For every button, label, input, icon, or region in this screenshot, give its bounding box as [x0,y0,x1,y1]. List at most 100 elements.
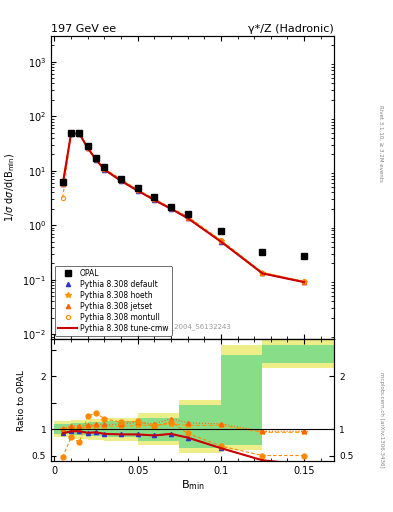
Bar [88,422,105,436]
Pythia 8.308 default [85,145,90,151]
Pythia 8.308 montull [302,279,307,285]
Pythia 8.308 montull [152,196,157,202]
Pythia 8.308 jetset [185,215,190,221]
Pythia 8.308 default [219,239,223,245]
Bar [221,345,263,450]
OPAL [77,130,82,136]
Pythia 8.308 hoeth [69,131,73,137]
Pythia 8.308 tune-cmw [219,239,223,245]
Pythia 8.308 jetset [302,279,307,285]
Bar [179,400,221,453]
Pythia 8.308 tune-cmw [102,166,107,173]
Y-axis label: 1/$\sigma$ d$\sigma$/d(B$_\mathrm{min}$): 1/$\sigma$ d$\sigma$/d(B$_\mathrm{min}$) [3,153,17,222]
OPAL [185,211,190,217]
Pythia 8.308 jetset [260,269,265,275]
Bar [221,355,263,445]
Pythia 8.308 tune-cmw [61,181,65,187]
Pythia 8.308 hoeth [102,166,107,172]
Pythia 8.308 hoeth [61,181,65,187]
OPAL [69,130,73,136]
X-axis label: B$_\mathrm{min}$: B$_\mathrm{min}$ [181,478,204,492]
Bar [138,417,179,441]
Line: OPAL: OPAL [60,130,307,259]
Pythia 8.308 jetset [77,131,82,137]
Pythia 8.308 default [77,131,82,137]
Pythia 8.308 montull [102,165,107,172]
Pythia 8.308 default [69,131,73,137]
Pythia 8.308 default [260,270,265,276]
OPAL [61,179,65,185]
Line: Pythia 8.308 tune-cmw: Pythia 8.308 tune-cmw [63,134,304,282]
Bar [179,406,221,447]
Pythia 8.308 montull [119,176,123,182]
Line: Pythia 8.308 hoeth: Pythia 8.308 hoeth [60,131,307,284]
Pythia 8.308 montull [169,205,173,211]
OPAL [219,228,223,234]
Pythia 8.308 jetset [135,187,140,193]
Pythia 8.308 hoeth [260,269,265,275]
Pythia 8.308 hoeth [135,187,140,193]
OPAL [260,249,265,255]
OPAL [94,155,98,161]
Pythia 8.308 tune-cmw [94,157,98,163]
Pythia 8.308 default [135,187,140,194]
Pythia 8.308 montull [219,237,223,243]
OPAL [85,143,90,150]
Pythia 8.308 jetset [152,196,157,202]
Pythia 8.308 default [119,178,123,184]
Line: Pythia 8.308 jetset: Pythia 8.308 jetset [61,131,306,284]
Bar [71,423,88,436]
Y-axis label: Ratio to OPAL: Ratio to OPAL [17,370,26,431]
Pythia 8.308 jetset [119,177,123,183]
Pythia 8.308 montull [94,156,98,162]
Pythia 8.308 hoeth [77,131,82,137]
Pythia 8.308 hoeth [219,238,223,244]
Bar [54,421,71,437]
Pythia 8.308 montull [77,131,82,137]
Pythia 8.308 montull [185,214,190,220]
Pythia 8.308 tune-cmw [69,131,73,137]
Pythia 8.308 default [302,279,307,285]
Pythia 8.308 default [169,206,173,212]
OPAL [302,253,307,259]
Pythia 8.308 tune-cmw [85,145,90,151]
Pythia 8.308 montull [61,195,65,201]
Text: OPAL_2004_S6132243: OPAL_2004_S6132243 [154,324,231,330]
Pythia 8.308 hoeth [94,156,98,162]
Pythia 8.308 default [102,166,107,173]
Pythia 8.308 jetset [102,166,107,172]
Line: Pythia 8.308 montull: Pythia 8.308 montull [61,132,306,284]
Pythia 8.308 jetset [85,144,90,151]
Bar [54,424,71,434]
OPAL [119,176,123,182]
Pythia 8.308 tune-cmw [135,187,140,194]
OPAL [152,194,157,200]
Pythia 8.308 default [61,181,65,187]
Bar [138,413,179,445]
Bar [71,420,88,439]
Pythia 8.308 jetset [69,131,73,137]
OPAL [102,164,107,170]
Pythia 8.308 tune-cmw [169,206,173,212]
Pythia 8.308 hoeth [302,279,307,285]
Pythia 8.308 montull [135,186,140,193]
Pythia 8.308 jetset [61,181,65,187]
Pythia 8.308 hoeth [119,177,123,183]
Pythia 8.308 hoeth [85,144,90,151]
Bar [88,419,105,440]
Bar [263,339,337,369]
Pythia 8.308 jetset [94,156,98,162]
Pythia 8.308 jetset [169,205,173,211]
Text: γ*/Z (Hadronic): γ*/Z (Hadronic) [248,24,334,34]
Pythia 8.308 hoeth [169,205,173,211]
Bar [263,345,337,363]
Pythia 8.308 default [94,157,98,163]
Text: 197 GeV ee: 197 GeV ee [51,24,116,34]
Pythia 8.308 tune-cmw [77,131,82,137]
Bar [105,417,138,441]
OPAL [135,185,140,191]
Pythia 8.308 tune-cmw [152,197,157,203]
Pythia 8.308 montull [85,144,90,151]
Text: mcplots.cern.ch [arXiv:1306.3436]: mcplots.cern.ch [arXiv:1306.3436] [379,372,384,467]
Pythia 8.308 tune-cmw [119,178,123,184]
